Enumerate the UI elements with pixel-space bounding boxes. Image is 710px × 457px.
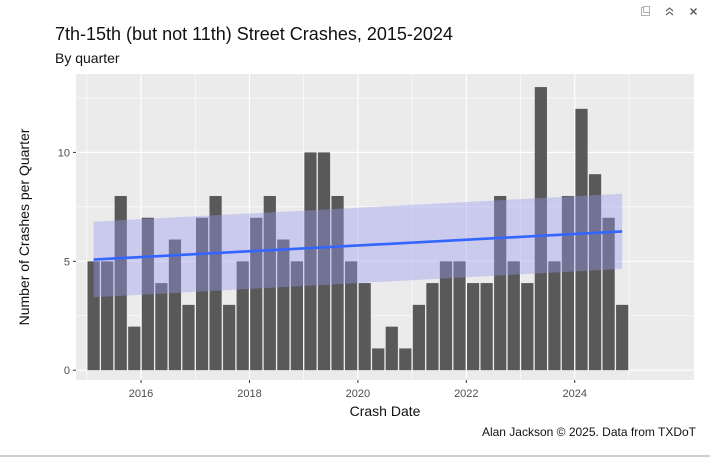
bar bbox=[209, 195, 222, 371]
restore-icon[interactable] bbox=[638, 4, 652, 18]
bar bbox=[358, 283, 371, 371]
x-axis-title: Crash Date bbox=[350, 403, 421, 419]
bar bbox=[412, 304, 425, 371]
x-axis: 2016 2018 2020 2022 2024 bbox=[129, 380, 587, 400]
grid-lines bbox=[76, 74, 694, 380]
y-axis-title: Number of Crashes per Quarter bbox=[16, 128, 32, 325]
chart-title: 7th-15th (but not 11th) Street Crashes, … bbox=[55, 24, 453, 44]
bar bbox=[168, 239, 182, 371]
bar bbox=[439, 261, 453, 371]
bar bbox=[602, 217, 615, 371]
bar bbox=[588, 174, 602, 371]
x-tick-label: 2018 bbox=[237, 388, 261, 400]
window-controls bbox=[638, 4, 700, 18]
bar bbox=[223, 304, 236, 371]
x-tick-label: 2016 bbox=[129, 388, 153, 400]
bar bbox=[561, 195, 575, 371]
bar bbox=[466, 283, 480, 371]
bar bbox=[345, 261, 358, 371]
bar bbox=[494, 195, 507, 371]
bar bbox=[317, 152, 331, 371]
x-tick-label: 2024 bbox=[562, 388, 586, 400]
bar bbox=[290, 261, 304, 371]
chart-subtitle: By quarter bbox=[55, 50, 120, 66]
bar bbox=[195, 217, 209, 371]
bar bbox=[331, 195, 344, 371]
y-tick-label: 0 bbox=[64, 365, 70, 377]
trend-line-group bbox=[93, 193, 623, 298]
y-axis: 0 5 10 bbox=[58, 147, 76, 377]
bar bbox=[304, 152, 317, 371]
bar bbox=[426, 283, 439, 371]
chart-caption: Alan Jackson © 2025. Data from TXDoT bbox=[481, 425, 696, 439]
bar bbox=[521, 283, 534, 371]
bar bbox=[616, 304, 629, 371]
bar bbox=[453, 261, 466, 371]
bar bbox=[548, 261, 561, 371]
bar bbox=[507, 261, 520, 371]
close-icon[interactable] bbox=[686, 4, 700, 18]
bar bbox=[534, 87, 547, 371]
y-tick-label: 10 bbox=[58, 147, 70, 159]
x-tick-label: 2020 bbox=[346, 388, 370, 400]
bar bbox=[372, 348, 385, 371]
bar bbox=[114, 195, 127, 371]
bar bbox=[155, 283, 168, 371]
bar bbox=[263, 195, 276, 371]
bar bbox=[480, 283, 493, 371]
bar bbox=[101, 261, 114, 371]
bar bbox=[236, 261, 249, 371]
bar bbox=[182, 304, 195, 371]
y-tick-label: 5 bbox=[64, 256, 70, 268]
bar bbox=[575, 108, 588, 371]
bar bbox=[399, 348, 412, 371]
bar bbox=[385, 326, 398, 371]
trend-line bbox=[93, 230, 623, 261]
frame-border bbox=[0, 455, 710, 457]
bar bbox=[87, 261, 100, 371]
bar bbox=[128, 326, 141, 371]
collapse-icon[interactable] bbox=[662, 4, 676, 18]
bar bbox=[277, 239, 290, 371]
x-tick-label: 2022 bbox=[454, 388, 478, 400]
bar bbox=[250, 217, 263, 371]
